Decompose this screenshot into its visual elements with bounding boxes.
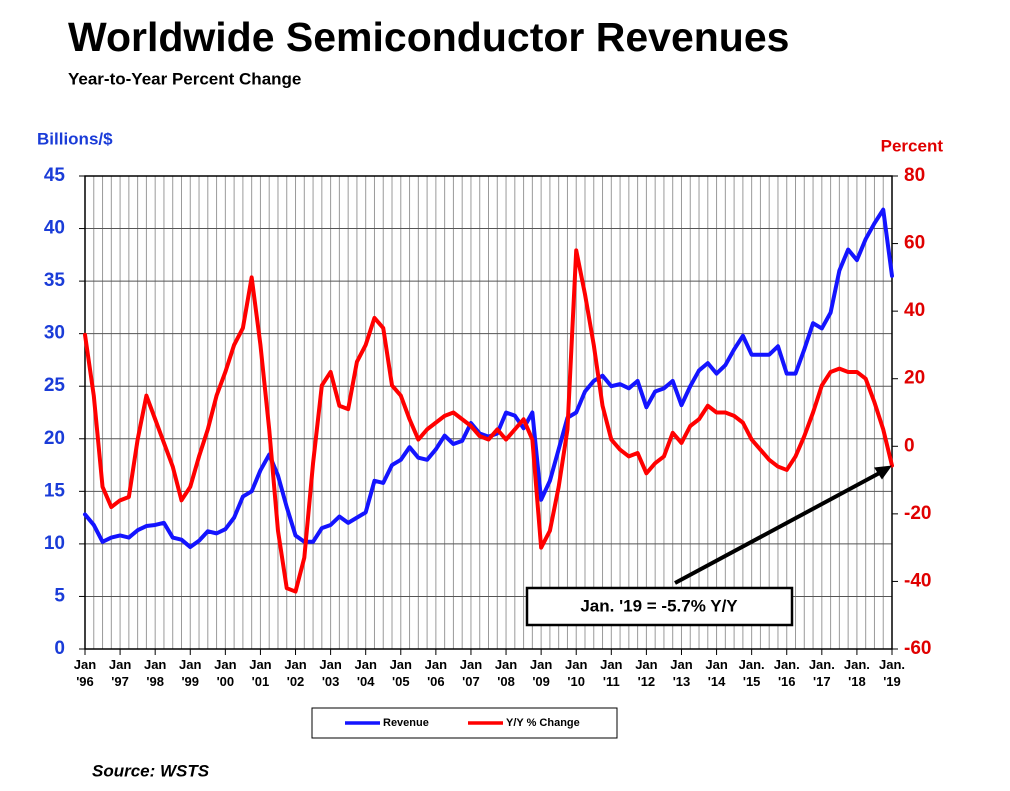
y2-tick-label: -40 [904, 570, 931, 591]
y2-tick-label: 60 [904, 233, 925, 254]
y2-tick-label: 80 [904, 165, 925, 186]
y2-axis-label: Percent [881, 136, 944, 155]
chart-title: Worldwide Semiconductor Revenues [68, 14, 789, 60]
x-tick-label: Jan '96 [74, 657, 96, 689]
x-tick-label: Jan. '17 [809, 657, 835, 689]
x-tick-label: Jan '99 [179, 657, 201, 689]
x-tick-label: Jan '13 [670, 657, 692, 689]
x-tick-label: Jan '97 [109, 657, 131, 689]
annotation-box [525, 586, 794, 627]
x-tick-label: Jan '14 [705, 657, 727, 689]
series-line [83, 248, 894, 594]
x-tick-label: Jan. '15 [739, 657, 765, 689]
x-tick-label: Jan. '16 [774, 657, 800, 689]
y-tick-label: 40 [44, 218, 65, 239]
x-tick-label: Jan '98 [144, 657, 166, 689]
annotation-arrow [674, 467, 887, 585]
legend-label: Y/Y % Change [506, 717, 580, 729]
x-tick-label: Jan '08 [495, 657, 517, 689]
annotation-text: Jan. '19 = -5.7% Y/Y [580, 596, 738, 615]
x-tick-label: Jan '04 [354, 657, 376, 689]
x-tick-label: Jan '11 [600, 657, 622, 689]
annotation-arrowhead [874, 465, 892, 480]
x-tick-label: Jan '06 [425, 657, 447, 689]
x-tick-label: Jan '12 [635, 657, 657, 689]
y-tick-label: 35 [44, 270, 66, 291]
x-tick-label: Jan '00 [214, 657, 236, 689]
chart-subtitle: Year-to-Year Percent Change [68, 69, 301, 88]
x-tick-label: Jan '10 [565, 657, 587, 689]
y-tick-label: 5 [54, 585, 65, 606]
y-tick-label: 30 [44, 323, 65, 344]
y-tick-label: 15 [44, 480, 66, 501]
y2-tick-label: 0 [904, 435, 915, 456]
x-tick-label: Jan. '18 [844, 657, 870, 689]
x-tick-label: Jan '09 [530, 657, 552, 689]
y-tick-label: 25 [44, 375, 66, 396]
x-tick-label: Jan '02 [284, 657, 306, 689]
x-tick-label: Jan '01 [249, 657, 271, 689]
y-tick-label: 20 [44, 428, 65, 449]
y2-tick-label: -20 [904, 503, 931, 524]
plot-frame [84, 175, 893, 650]
x-tick-label: Jan '07 [460, 657, 482, 689]
legend-label: Revenue [383, 717, 429, 729]
y-axis-label: Billions/$ [37, 129, 113, 148]
x-tick-label: Jan '03 [319, 657, 341, 689]
y2-tick-label: -60 [904, 638, 931, 659]
source-note: Source: WSTS [92, 761, 210, 780]
x-tick-label: Jan. '19 [879, 657, 905, 689]
y-tick-label: 0 [54, 638, 65, 659]
y-tick-label: 45 [44, 165, 66, 186]
x-tick-label: Jan '05 [390, 657, 412, 689]
y2-tick-label: 40 [904, 300, 925, 321]
y2-tick-label: 20 [904, 368, 925, 389]
y-tick-label: 10 [44, 533, 65, 554]
